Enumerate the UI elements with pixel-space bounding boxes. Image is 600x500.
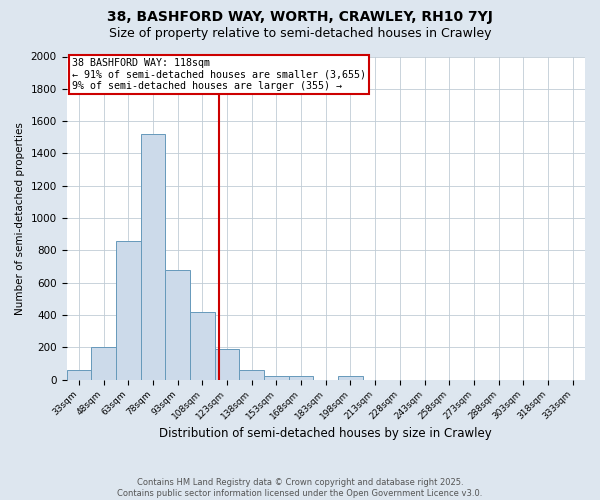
Bar [116,240,140,380]
X-axis label: Distribution of semi-detached houses by size in Crawley: Distribution of semi-detached houses by … [160,427,492,440]
Bar [190,312,215,380]
Text: Contains HM Land Registry data © Crown copyright and database right 2025.
Contai: Contains HM Land Registry data © Crown c… [118,478,482,498]
Bar [239,370,264,380]
Bar [264,376,289,380]
Bar [67,370,91,380]
Text: Size of property relative to semi-detached houses in Crawley: Size of property relative to semi-detach… [109,28,491,40]
Bar [338,376,363,380]
Text: 38 BASHFORD WAY: 118sqm
← 91% of semi-detached houses are smaller (3,655)
9% of : 38 BASHFORD WAY: 118sqm ← 91% of semi-de… [72,58,366,92]
Y-axis label: Number of semi-detached properties: Number of semi-detached properties [15,122,25,314]
Bar [140,134,165,380]
Bar [215,349,239,380]
Bar [289,376,313,380]
Bar [91,348,116,380]
Bar [165,270,190,380]
Text: 38, BASHFORD WAY, WORTH, CRAWLEY, RH10 7YJ: 38, BASHFORD WAY, WORTH, CRAWLEY, RH10 7… [107,10,493,24]
